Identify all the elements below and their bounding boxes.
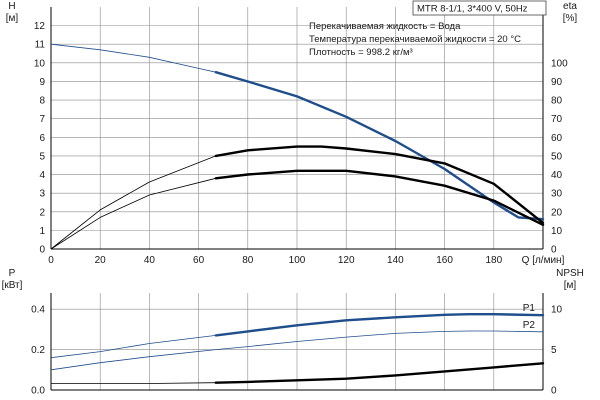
model-title-box: [412, 0, 547, 16]
x-tick-label: 140: [387, 255, 404, 266]
y-right-tick-label: 5: [551, 345, 557, 356]
x-tick-label: 60: [193, 255, 205, 266]
y-left-tick-label: 2: [39, 207, 45, 218]
y-left-tick-label: 0.4: [31, 305, 45, 316]
y-left-tick-label: 0.2: [31, 345, 45, 356]
y-left-tick-label: 8: [39, 96, 45, 107]
y-left-tick-label: 0.0: [31, 386, 45, 397]
annotation-line: Перекачиваемая жидкость = Вода: [309, 21, 461, 32]
x-tick-label: 160: [436, 255, 453, 266]
y-right-tick-label: 0: [551, 245, 557, 256]
y-right-axis-unit: [м]: [564, 280, 577, 291]
x-tick-label: 120: [338, 255, 355, 266]
y-right-tick-label: 50: [551, 151, 563, 162]
curve-operating-range-0-0: [214, 71, 545, 221]
y-right-tick-label: 40: [551, 170, 563, 181]
series-label-p2: P2: [523, 320, 536, 331]
y-right-axis-title: NPSH: [556, 268, 584, 279]
y-right-tick-label: 90: [551, 77, 563, 88]
curve-operating-range-1-0: [214, 313, 545, 337]
y-left-tick-label: 3: [39, 189, 45, 200]
curve-1-1: [50, 330, 544, 371]
x-axis-title: Q [л/мин]: [522, 255, 565, 266]
y-left-tick-label: 11: [35, 40, 46, 51]
y-left-tick-label: 4: [39, 170, 45, 181]
y-left-axis-title: H: [8, 1, 15, 12]
curve-operating-range-0-1: [214, 145, 545, 225]
y-left-tick-label: 6: [39, 133, 45, 144]
y-right-tick-label: 30: [551, 189, 563, 200]
curve-operating-range-0-2: [214, 169, 545, 226]
y-right-tick-label: 100: [551, 58, 568, 69]
model-title: MTR 8-1/1, 3*400 V, 50Hz: [417, 4, 528, 15]
x-tick-label: 100: [289, 255, 306, 266]
y-left-axis-title: P: [9, 268, 16, 279]
y-right-tick-label: 0: [551, 386, 557, 397]
x-tick-label: 40: [144, 255, 156, 266]
series-label-p1: P1: [523, 303, 536, 314]
x-tick-label: 180: [485, 255, 502, 266]
y-left-tick-label: 5: [39, 151, 45, 162]
y-left-tick-label: 7: [39, 114, 45, 125]
y-right-tick-label: 80: [551, 96, 563, 107]
y-left-tick-label: 1: [39, 226, 45, 237]
y-right-tick-label: 60: [551, 133, 563, 144]
y-right-tick-label: 10: [551, 305, 563, 316]
curve-operating-range-1-2: [214, 362, 545, 384]
annotation-line: Плотность = 998.2 кг/м³: [309, 47, 413, 58]
y-left-tick-label: 9: [39, 77, 45, 88]
y-right-tick-label: 20: [551, 207, 563, 218]
y-right-tick-label: 70: [551, 114, 563, 125]
x-tick-label: 80: [242, 255, 254, 266]
annotation-line: Температура перекачиваемой жидкости = 20…: [309, 34, 521, 45]
y-right-axis-title: eta: [563, 1, 577, 12]
x-tick-label: 20: [95, 255, 107, 266]
y-right-axis-unit: [%]: [563, 13, 578, 24]
y-left-axis-unit: [кВт]: [2, 280, 23, 291]
y-right-tick-label: 10: [551, 226, 563, 237]
x-tick-label: 0: [48, 255, 54, 266]
y-left-tick-label: 10: [34, 58, 46, 69]
y-left-tick-label: 12: [34, 21, 46, 32]
y-left-tick-label: 0: [39, 245, 45, 256]
y-left-axis-unit: [м]: [6, 13, 19, 24]
